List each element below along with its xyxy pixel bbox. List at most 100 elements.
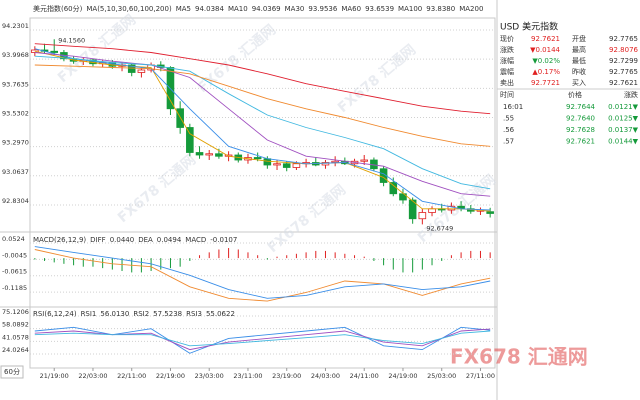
candle-body [253, 157, 262, 160]
quote-label: 最低 [572, 56, 586, 65]
legend-name: MA5 [176, 5, 191, 13]
quote-value: ▲0.17% [532, 68, 560, 76]
quote-label: 涨幅 [500, 56, 514, 65]
x-tick-label: 23/03:00 [195, 372, 224, 380]
x-tick-label: 23/11:00 [233, 372, 262, 380]
trade-price: 92.7621 [566, 138, 595, 146]
series-line [34, 50, 491, 212]
legend-name: RSI1 [81, 310, 97, 318]
series-line [34, 52, 491, 197]
y-tick-label: 93.0637 [2, 168, 29, 176]
x-tick-label: 24/11:00 [350, 372, 379, 380]
quote-label: 开盘 [572, 34, 586, 43]
legend-name: RSI3 [186, 310, 202, 318]
quote-title: USD 美元指数 [500, 21, 558, 33]
candle-body [399, 193, 407, 201]
indicator-label: MACD(26,12,9) [33, 236, 86, 244]
trade-time: .55 [503, 115, 514, 123]
candle-body [428, 208, 436, 213]
legend-name: MA200 [459, 5, 483, 13]
y-tick-label: 93.2970 [2, 139, 29, 147]
legend-value: 0.0440 [110, 236, 135, 244]
legend-value: 94.0384 [195, 5, 224, 13]
legend-value: 55.0622 [206, 310, 235, 318]
legend-value: 93.8380 [426, 5, 455, 13]
candle-body [205, 153, 214, 156]
indicator-label: RSI(6,12,24) [33, 310, 77, 318]
candle-body [195, 152, 204, 156]
candle-body [321, 162, 330, 166]
series-line [34, 55, 491, 190]
extreme-label: 94.1560 [58, 36, 85, 44]
quote-value: ▼0.0144 [530, 46, 560, 54]
period-badge[interactable] [0, 365, 24, 379]
legend-name: MA100 [398, 5, 422, 13]
trade-change: 0.0137▼ [608, 126, 638, 134]
quote-value: 92.7621 [609, 79, 638, 87]
x-tick-label: 25/03:00 [427, 372, 456, 380]
candle-body [282, 163, 291, 168]
quote-value: 92.7765 [609, 68, 638, 76]
quote-label: 卖出 [500, 78, 514, 87]
x-tick-label: 21/19:00 [40, 372, 69, 380]
series-line [34, 48, 491, 211]
trade-time: 16:01 [503, 103, 523, 111]
y-tick-label: 0.0524 [2, 235, 25, 243]
chart-title: 美元指数(60分) [33, 4, 83, 13]
candle-body [50, 50, 59, 53]
x-tick-label: 22/11:00 [117, 372, 146, 380]
trade-time: .57 [503, 138, 514, 146]
trade-header: 涨跌 [624, 90, 638, 99]
trade-header: 价格 [568, 90, 582, 99]
legend-name: MACD [185, 236, 206, 244]
legend-value: 94.0369 [252, 5, 281, 13]
quote-label: 现价 [500, 35, 514, 43]
watermark-logo: FX678 汇通网 [450, 345, 588, 369]
candle-body [418, 212, 427, 220]
trade-change: 0.0121▼ [608, 103, 638, 111]
candle-body [379, 168, 388, 183]
legend-name: RSI2 [133, 310, 149, 318]
y-tick-label: 93.5302 [2, 109, 29, 117]
series-line [34, 249, 491, 302]
legend-name: MA10 [228, 5, 248, 13]
legend-value: 93.9536 [308, 5, 337, 13]
candle-body [389, 182, 398, 195]
period[interactable]: 60分 [4, 367, 20, 376]
extreme-label: 92.6749 [426, 224, 453, 232]
legend-name: MA60 [341, 5, 361, 13]
quote-label: 买入 [572, 79, 586, 87]
quote-label: 昨收 [572, 67, 586, 76]
quote-value: 92.7721 [531, 79, 560, 87]
legend-value: -0.0107 [210, 236, 237, 244]
x-tick-label: 24/19:00 [388, 372, 417, 380]
trade-price: 92.7628 [566, 126, 595, 134]
candle-body [408, 199, 417, 220]
quote-value: ▼0.02% [532, 57, 560, 65]
candle-body [215, 153, 223, 157]
legend-name: MA30 [285, 5, 305, 13]
trade-price: 92.7640 [566, 115, 595, 123]
y-tick-label: 24.0264 [2, 346, 29, 354]
x-tick-label: 24/03:00 [311, 372, 340, 380]
x-tick-label: 23/19:00 [272, 372, 301, 380]
candle-body [263, 158, 272, 166]
series-line [34, 330, 491, 347]
candle-body [137, 69, 146, 73]
legend-value: 93.6539 [365, 5, 394, 13]
trade-time: .56 [503, 126, 515, 134]
y-tick-label: -0.0045 [2, 251, 27, 259]
quote-value: 92.7621 [531, 35, 560, 43]
quote-value: 92.7765 [609, 35, 638, 43]
candle-body [186, 127, 194, 153]
y-tick-label: 93.7635 [2, 80, 29, 88]
y-tick-label: 41.0578 [2, 333, 29, 341]
series-line [34, 246, 491, 299]
y-tick-label: 94.2301 [2, 22, 29, 30]
quote-label: 涨跌 [500, 45, 514, 54]
legend-value: 56.0130 [100, 310, 129, 318]
candle-body [292, 163, 301, 168]
candle-body [273, 163, 281, 166]
y-tick-label: -0.0615 [2, 268, 27, 276]
